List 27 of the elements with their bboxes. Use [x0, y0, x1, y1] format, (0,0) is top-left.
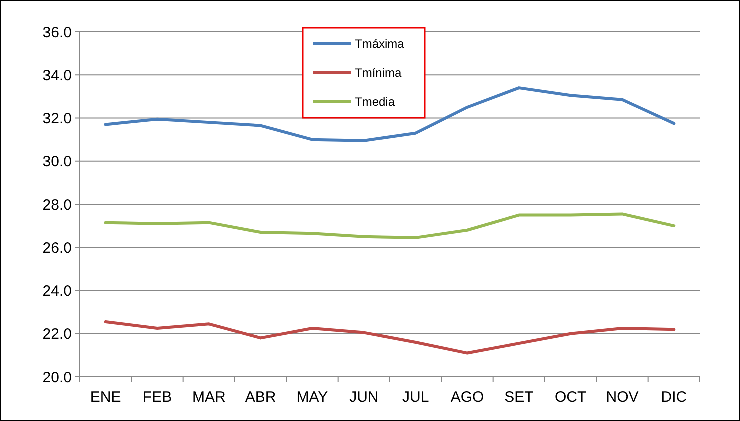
y-tick-label: 34.0 — [42, 67, 72, 84]
y-tick-label: 24.0 — [42, 283, 72, 300]
x-tick-label: MAR — [192, 389, 226, 406]
x-tick-label: OCT — [554, 389, 587, 406]
line-series — [104, 320, 676, 355]
line-series — [104, 212, 676, 240]
x-tick-label: JUN — [350, 389, 379, 406]
y-tick-label: 32.0 — [42, 110, 72, 128]
x-tick-label: NOV — [606, 389, 639, 406]
x-tick-label: ENE — [90, 389, 122, 406]
x-tick-label: JUL — [402, 389, 430, 406]
legend-label: Tmedia — [355, 95, 396, 110]
legend-label: Tmínima — [355, 66, 402, 80]
x-tick-label: ABR — [245, 389, 276, 406]
x-tick-label: AGO — [450, 389, 484, 406]
y-tick-label: 28.0 — [42, 196, 72, 214]
x-tick-label: MAY — [296, 389, 328, 406]
x-tick-label: FEB — [142, 389, 172, 406]
y-tick-label: 22.0 — [42, 326, 72, 344]
y-tick-label: 30.0 — [42, 154, 72, 171]
line-series — [104, 86, 676, 142]
legend-label: Tmáxima — [355, 37, 405, 52]
x-tick-label: SET — [504, 389, 534, 406]
x-tick-label: DIC — [661, 389, 688, 406]
y-tick-label: 36.0 — [42, 24, 72, 42]
y-tick-label: 26.0 — [42, 240, 72, 257]
y-tick-label: 20.0 — [42, 369, 72, 386]
